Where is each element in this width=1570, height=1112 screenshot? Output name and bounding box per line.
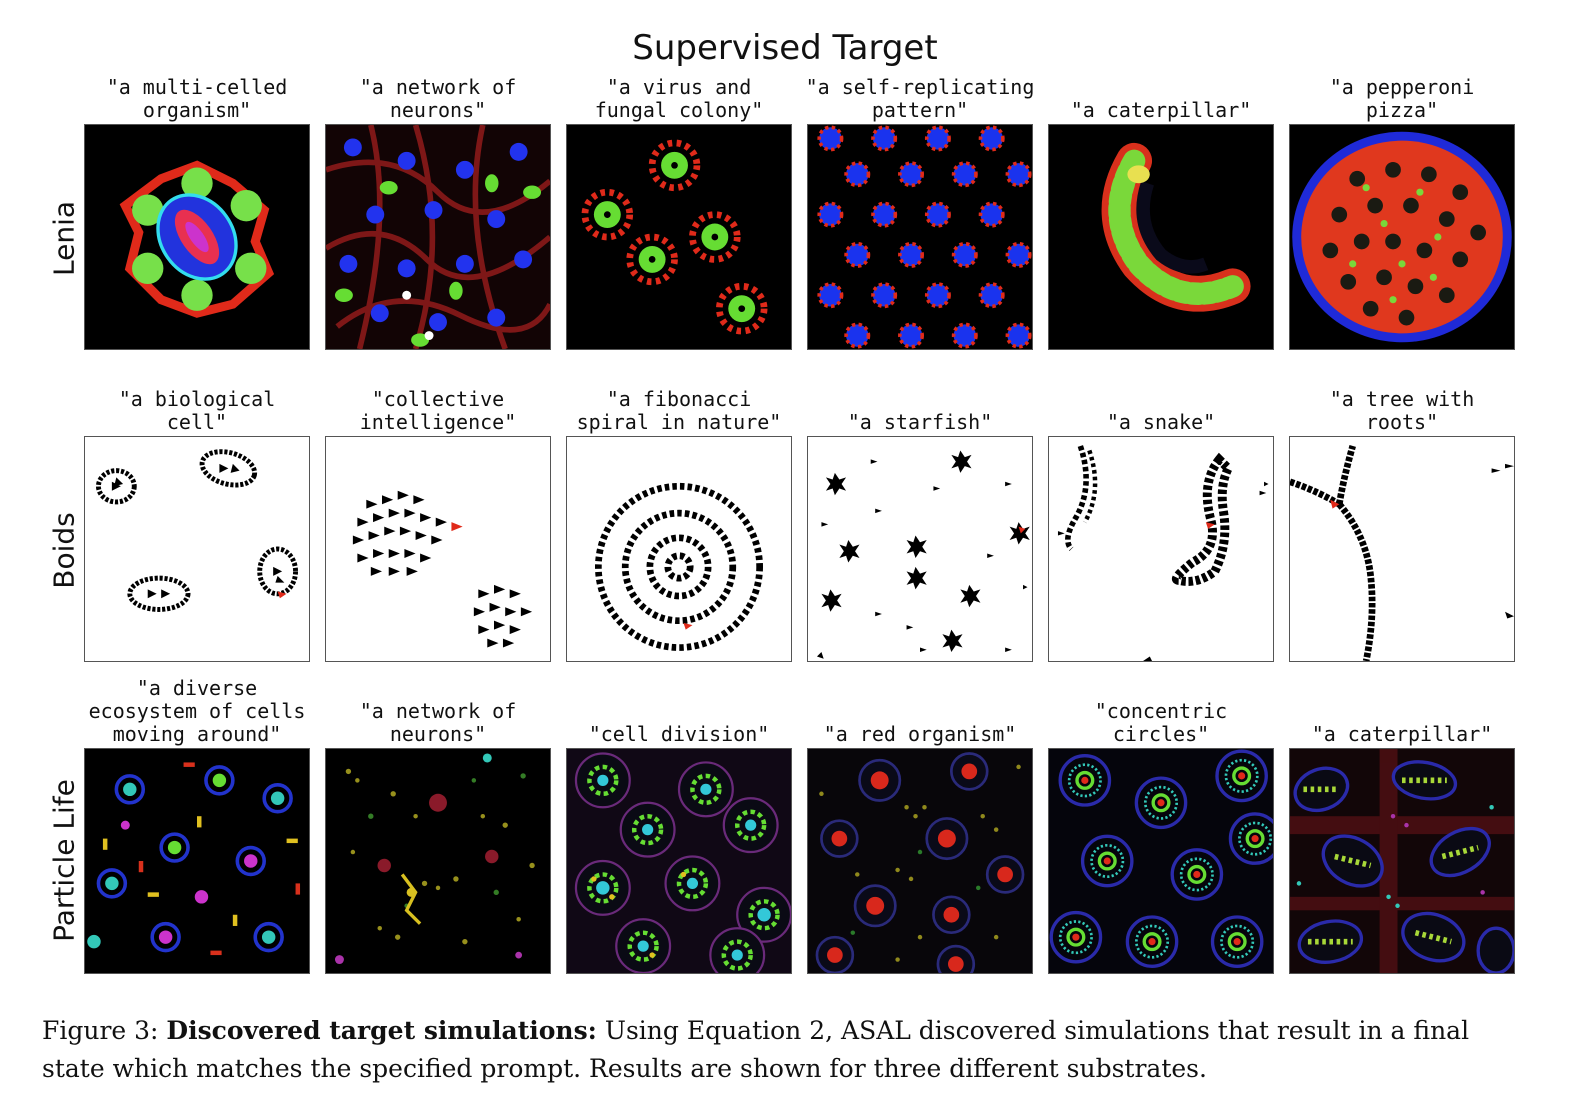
- panel-boids-tree: [1289, 436, 1515, 662]
- panel-pl-caterpillar: [1289, 748, 1515, 974]
- caption-text: Using Equation 2, ASAL discovered simula…: [42, 1016, 1470, 1083]
- panel-title: "a network of neurons": [359, 75, 517, 122]
- panel-title: "concentric circles": [1094, 699, 1228, 746]
- panel-pl-red: [807, 748, 1033, 974]
- figure-caption: Figure 3: Discovered target simulations:…: [42, 1012, 1532, 1088]
- panel-title: "a fibonacci spiral in nature": [576, 387, 782, 434]
- panel-image: [1290, 749, 1514, 973]
- panel-title: "a red organism": [823, 722, 1017, 746]
- panel-pl-neurons: [325, 748, 551, 974]
- panel-title: "collective intelligence": [359, 387, 517, 434]
- panel-image: [85, 749, 309, 973]
- panel-image: [567, 749, 791, 973]
- panel-title: "a network of neurons": [359, 699, 517, 746]
- panel-image: [326, 749, 550, 973]
- panel-lenia-neurons: [325, 124, 551, 350]
- panel-image: [326, 437, 550, 661]
- row-label-particle-life: Particle Life: [47, 779, 81, 942]
- caption-bold: Discovered target simulations:: [166, 1016, 597, 1045]
- panel-title: "a diverse ecosystem of cells moving aro…: [88, 676, 306, 746]
- panel-boids-collective: [325, 436, 551, 662]
- panel-image: [85, 125, 309, 349]
- panel-pl-division: [566, 748, 792, 974]
- panel-image: [1290, 125, 1514, 349]
- panel-pl-ecosystem: [84, 748, 310, 974]
- panel-title: "a multi-celled organism": [106, 75, 288, 122]
- row-label-lenia: Lenia: [47, 200, 81, 277]
- panel-title: "a biological cell": [118, 387, 276, 434]
- panel-boids-spiral: [566, 436, 792, 662]
- panel-boids-snake: [1048, 436, 1274, 662]
- panel-title: "a caterpillar": [1311, 722, 1493, 746]
- panel-image: [85, 437, 309, 661]
- panel-lenia-caterpillar: [1048, 124, 1274, 350]
- panel-title: "a snake": [1106, 410, 1216, 434]
- panel-image: [808, 437, 1032, 661]
- panel-image: [326, 125, 550, 349]
- panel-title: "a starfish": [847, 410, 993, 434]
- panel-boids-cell: [84, 436, 310, 662]
- panel-title: "a self-replicating pattern": [805, 75, 1035, 122]
- panel-boids-starfish: [807, 436, 1033, 662]
- panel-image: [1049, 125, 1273, 349]
- panel-image: [808, 125, 1032, 349]
- panel-lenia-pizza: [1289, 124, 1515, 350]
- panel-title: "a caterpillar": [1070, 98, 1252, 122]
- panel-image: [567, 437, 791, 661]
- panel-lenia-organism: [84, 124, 310, 350]
- panel-image: [1290, 437, 1514, 661]
- panel-title: "a tree with roots": [1329, 387, 1475, 434]
- panel-title: "a pepperoni pizza": [1329, 75, 1475, 122]
- panel-title: "a virus and fungal colony": [594, 75, 764, 122]
- panel-pl-concentric: [1048, 748, 1274, 974]
- figure-title: Supervised Target: [632, 28, 938, 68]
- panel-lenia-virus: [566, 124, 792, 350]
- panel-image: [1049, 437, 1273, 661]
- panel-lenia-selfrep: [807, 124, 1033, 350]
- row-label-boids: Boids: [47, 512, 81, 589]
- panel-image: [1049, 749, 1273, 973]
- panel-image: [567, 125, 791, 349]
- panel-image: [808, 749, 1032, 973]
- panel-title: "cell division": [588, 722, 770, 746]
- caption-prefix: Figure 3:: [42, 1016, 167, 1045]
